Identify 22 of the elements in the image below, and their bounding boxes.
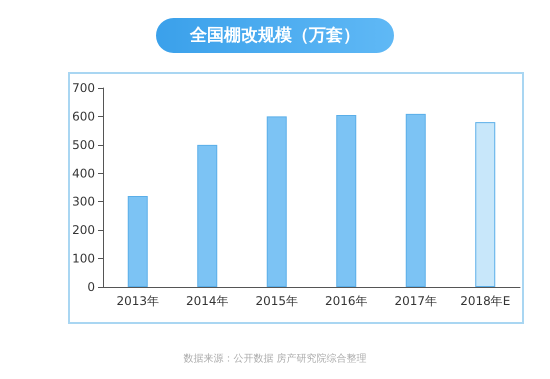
y-tick-label: 400 (72, 166, 95, 180)
source-note: 数据来源：公开数据 房产研究院综合整理 (183, 352, 367, 364)
chart-title: 全国棚改规模（万套） (189, 26, 360, 46)
bar (128, 196, 148, 287)
y-tick-label: 300 (72, 194, 95, 209)
bar (475, 122, 496, 287)
x-tick-label: 2014年 (186, 294, 229, 308)
y-tick-label: 0 (87, 280, 95, 294)
x-tick-label: 2013年 (116, 294, 160, 308)
bar (406, 114, 426, 287)
bar (266, 116, 287, 287)
bar (197, 144, 218, 287)
y-tick-label: 700 (72, 81, 95, 95)
y-tick-label: 200 (72, 223, 95, 238)
y-tick-label: 100 (72, 252, 95, 266)
bar (336, 115, 356, 287)
y-tick-label: 600 (72, 109, 95, 124)
y-tick-label: 500 (72, 138, 95, 152)
x-tick-label: 2017年 (394, 294, 438, 308)
x-tick-label: 2018年E (460, 294, 510, 308)
x-tick-label: 2015年 (255, 294, 298, 308)
x-tick-label: 2016年 (324, 294, 368, 308)
